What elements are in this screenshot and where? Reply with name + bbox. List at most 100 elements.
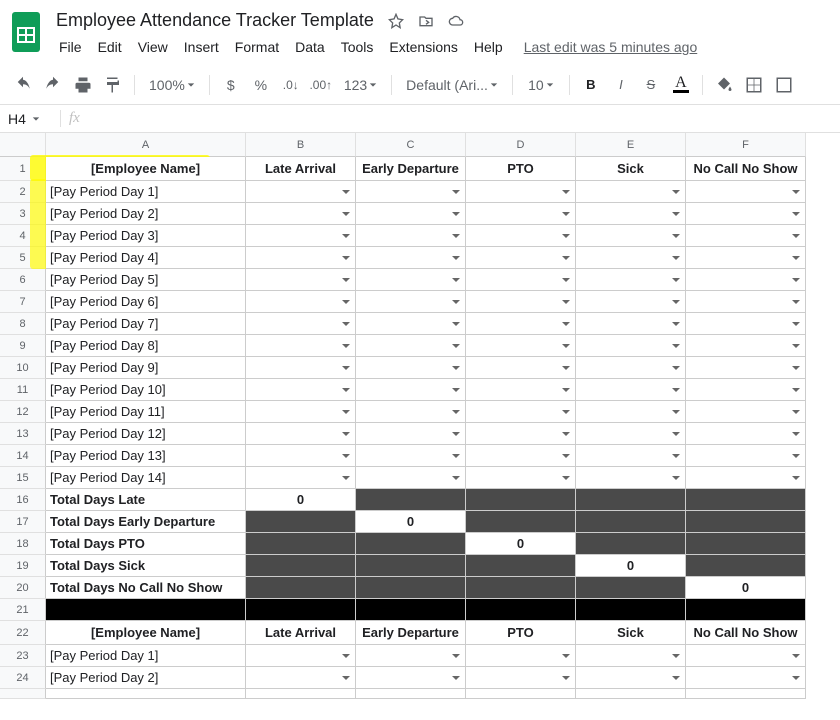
nocall-cell[interactable] (686, 401, 806, 423)
dropdown-arrow-icon[interactable] (671, 187, 681, 197)
day-label[interactable]: [Pay Period Day 3] (46, 225, 246, 247)
bold-button[interactable]: B (578, 72, 604, 98)
pto-cell[interactable] (466, 203, 576, 225)
late-cell[interactable] (246, 225, 356, 247)
dropdown-arrow-icon[interactable] (451, 297, 461, 307)
sheets-logo[interactable] (8, 8, 44, 56)
dropdown-arrow-icon[interactable] (341, 429, 351, 439)
pto-cell[interactable] (466, 423, 576, 445)
dropdown-arrow-icon[interactable] (341, 651, 351, 661)
nocall-cell[interactable] (686, 667, 806, 689)
late-cell[interactable] (246, 181, 356, 203)
pto-cell[interactable] (466, 379, 576, 401)
dropdown-arrow-icon[interactable] (671, 407, 681, 417)
header-nocall[interactable]: No Call No Show (686, 157, 806, 181)
dropdown-arrow-icon[interactable] (451, 275, 461, 285)
nocall-cell[interactable] (686, 357, 806, 379)
early-cell[interactable] (356, 423, 466, 445)
late-cell[interactable] (246, 335, 356, 357)
total-value[interactable]: 0 (686, 577, 806, 599)
nocall-cell[interactable] (686, 291, 806, 313)
sick-cell[interactable] (576, 291, 686, 313)
row-header[interactable]: 12 (0, 401, 46, 423)
late-cell[interactable] (246, 445, 356, 467)
row-header[interactable]: 17 (0, 511, 46, 533)
header-late-2[interactable]: Late Arrival (246, 621, 356, 645)
total-blank[interactable] (246, 577, 356, 599)
print-button[interactable] (70, 72, 96, 98)
day-label[interactable]: [Pay Period Day 12] (46, 423, 246, 445)
menu-format[interactable]: Format (228, 35, 286, 59)
row-header[interactable]: 10 (0, 357, 46, 379)
font-dropdown[interactable]: Default (Ari... (400, 77, 504, 93)
nocall-cell[interactable] (686, 313, 806, 335)
day-label[interactable]: [Pay Period Day 1] (46, 645, 246, 667)
total-blank[interactable] (466, 511, 576, 533)
dropdown-arrow-icon[interactable] (671, 231, 681, 241)
header-nocall-2[interactable]: No Call No Show (686, 621, 806, 645)
early-cell[interactable] (356, 467, 466, 489)
total-blank[interactable] (576, 577, 686, 599)
dropdown-arrow-icon[interactable] (671, 341, 681, 351)
row-header[interactable]: 9 (0, 335, 46, 357)
col-header-E[interactable]: E (576, 133, 686, 157)
dropdown-arrow-icon[interactable] (451, 673, 461, 683)
dropdown-arrow-icon[interactable] (671, 209, 681, 219)
dropdown-arrow-icon[interactable] (671, 651, 681, 661)
total-blank[interactable] (466, 555, 576, 577)
dropdown-arrow-icon[interactable] (791, 429, 801, 439)
day-label[interactable]: [Pay Period Day 7] (46, 313, 246, 335)
col-header-B[interactable]: B (246, 133, 356, 157)
menu-view[interactable]: View (131, 35, 175, 59)
late-cell[interactable] (246, 269, 356, 291)
early-cell[interactable] (356, 291, 466, 313)
dropdown-arrow-icon[interactable] (561, 275, 571, 285)
day-label[interactable]: [Pay Period Day 8] (46, 335, 246, 357)
dropdown-arrow-icon[interactable] (791, 319, 801, 329)
dropdown-arrow-icon[interactable] (341, 319, 351, 329)
strike-button[interactable]: S (638, 72, 664, 98)
sick-cell[interactable] (576, 247, 686, 269)
menu-file[interactable]: File (52, 35, 89, 59)
dropdown-arrow-icon[interactable] (451, 651, 461, 661)
header-early-2[interactable]: Early Departure (356, 621, 466, 645)
cell[interactable] (46, 599, 246, 621)
dropdown-arrow-icon[interactable] (451, 319, 461, 329)
dropdown-arrow-icon[interactable] (561, 363, 571, 373)
dropdown-arrow-icon[interactable] (791, 651, 801, 661)
row-header[interactable]: 3 (0, 203, 46, 225)
total-label[interactable]: Total Days PTO (46, 533, 246, 555)
dropdown-arrow-icon[interactable] (671, 451, 681, 461)
dropdown-arrow-icon[interactable] (451, 231, 461, 241)
total-blank[interactable] (686, 511, 806, 533)
row-header[interactable]: 18 (0, 533, 46, 555)
move-icon[interactable] (418, 13, 434, 29)
total-blank[interactable] (356, 555, 466, 577)
header-sick[interactable]: Sick (576, 157, 686, 181)
total-blank[interactable] (356, 489, 466, 511)
day-label[interactable]: [Pay Period Day 14] (46, 467, 246, 489)
total-value[interactable]: 0 (246, 489, 356, 511)
fill-color-button[interactable] (711, 72, 737, 98)
pto-cell[interactable] (466, 401, 576, 423)
dropdown-arrow-icon[interactable] (791, 341, 801, 351)
total-value[interactable]: 0 (356, 511, 466, 533)
dropdown-arrow-icon[interactable] (451, 385, 461, 395)
header-sick-2[interactable]: Sick (576, 621, 686, 645)
dropdown-arrow-icon[interactable] (561, 407, 571, 417)
dropdown-arrow-icon[interactable] (561, 673, 571, 683)
nocall-cell[interactable] (686, 181, 806, 203)
dropdown-arrow-icon[interactable] (561, 297, 571, 307)
menu-insert[interactable]: Insert (177, 35, 226, 59)
dropdown-arrow-icon[interactable] (561, 187, 571, 197)
dropdown-arrow-icon[interactable] (341, 297, 351, 307)
dropdown-arrow-icon[interactable] (451, 187, 461, 197)
menu-data[interactable]: Data (288, 35, 332, 59)
dropdown-arrow-icon[interactable] (791, 363, 801, 373)
pto-cell[interactable] (466, 467, 576, 489)
day-label[interactable]: [Pay Period Day 1] (46, 181, 246, 203)
row-header[interactable]: 15 (0, 467, 46, 489)
total-label[interactable]: Total Days Sick (46, 555, 246, 577)
row-header[interactable]: 8 (0, 313, 46, 335)
row-header[interactable]: 6 (0, 269, 46, 291)
